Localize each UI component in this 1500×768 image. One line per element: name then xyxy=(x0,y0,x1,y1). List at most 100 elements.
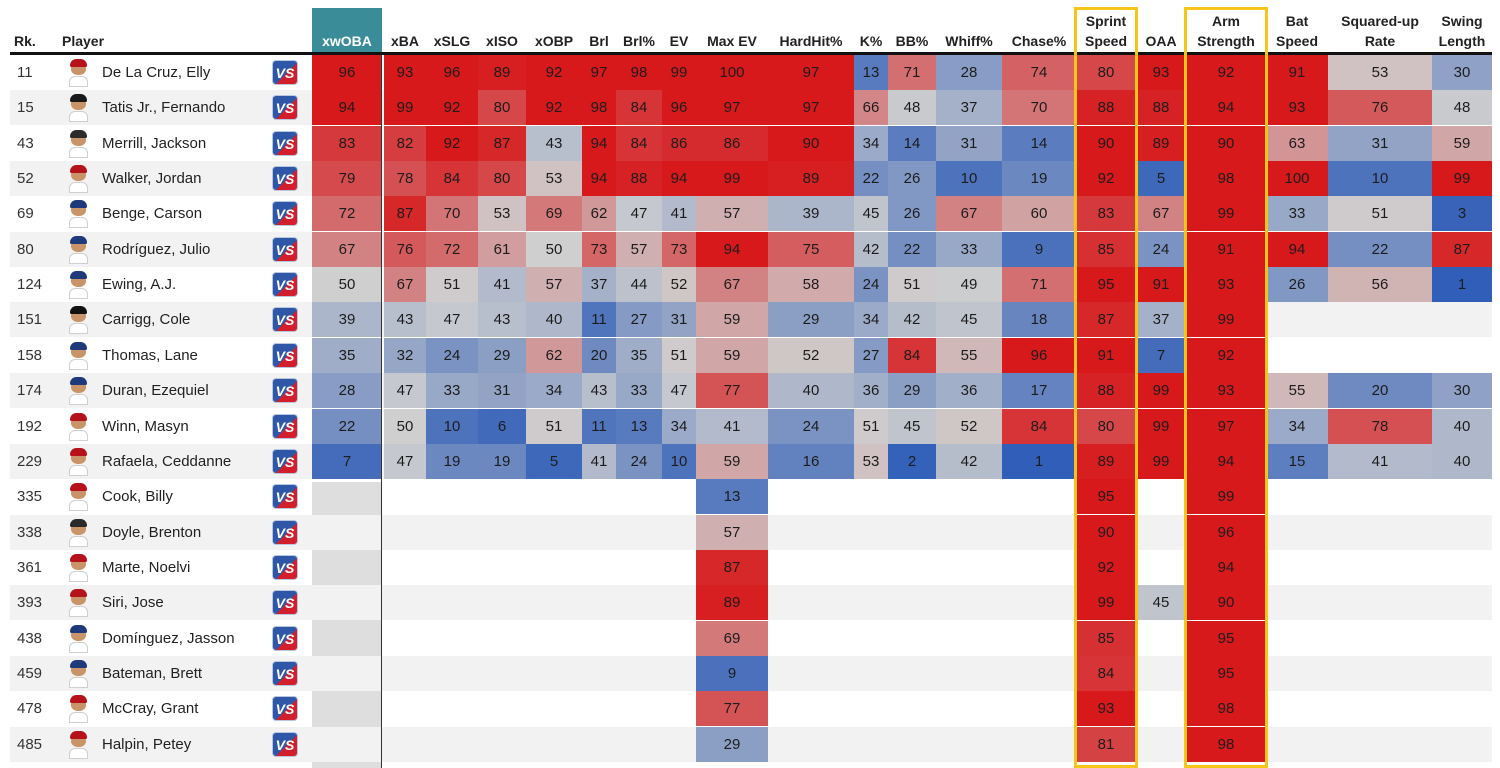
player-name-link[interactable]: Cook, Billy xyxy=(102,488,173,506)
table-row[interactable]: 229 Rafaela, Ceddanne VS 7 47 19 19 5 41 24 10 59 16… xyxy=(10,443,1492,479)
column-header-arm-strength[interactable]: Arm Strength xyxy=(1197,13,1255,49)
column-header-bb[interactable]: BB% xyxy=(895,33,929,49)
vs-compare-icon[interactable]: VS xyxy=(272,696,298,722)
column-header-xslg[interactable]: xSLG xyxy=(433,33,471,49)
column-header-hardhit[interactable]: HardHit% xyxy=(779,33,843,49)
player-name-link[interactable]: Benge, Carson xyxy=(102,205,203,223)
table-row[interactable]: 158 Thomas, Lane VS 35 32 24 29 62 20 35 51 59 52 27 8… xyxy=(10,337,1492,373)
table-row[interactable]: 438 Domínguez, Jasson VS 69 85 95 xyxy=(10,620,1492,656)
percentile-cell: 22 xyxy=(888,231,936,267)
vs-compare-icon[interactable]: VS xyxy=(272,95,298,121)
table-row[interactable]: 11 De La Cruz, Elly VS 96 93 96 89 92 97 98 99 100 9… xyxy=(10,55,1492,90)
percentile-cell: 84 xyxy=(888,337,936,373)
column-header-chase[interactable]: Chase% xyxy=(1011,33,1067,49)
vs-compare-icon[interactable]: VS xyxy=(272,236,298,262)
vs-compare-icon[interactable]: VS xyxy=(272,554,298,580)
table-row[interactable]: 174 Duran, Ezequiel VS 28 47 33 31 34 43 33 47 77 40… xyxy=(10,373,1492,409)
column-header-k[interactable]: K% xyxy=(859,33,883,49)
column-header-xobp[interactable]: xOBP xyxy=(534,33,574,49)
player-name-link[interactable]: Domínguez, Jasson xyxy=(102,629,235,647)
table-row[interactable]: 485 Halpin, Petey VS 29 81 98 xyxy=(10,726,1492,762)
column-header-whiff[interactable]: Whiff% xyxy=(945,33,993,49)
percentile-cell: 53 xyxy=(478,196,526,232)
player-name-link[interactable]: McCray, Grant xyxy=(102,700,199,718)
vs-compare-icon[interactable]: VS xyxy=(272,625,298,651)
vs-compare-icon[interactable]: VS xyxy=(272,307,298,333)
player-name-link[interactable]: Bateman, Brett xyxy=(102,664,203,682)
column-header-rk[interactable]: Rk. xyxy=(14,33,36,49)
column-header-max-ev[interactable]: Max EV xyxy=(707,33,757,49)
player-name-link[interactable]: Rodríguez, Julio xyxy=(102,240,211,258)
table-row[interactable]: 43 Merrill, Jackson VS 83 82 92 87 43 94 84 86 86 90… xyxy=(10,125,1492,161)
vs-compare-icon[interactable]: VS xyxy=(272,590,298,616)
player-name-link[interactable]: Siri, Jose xyxy=(102,594,164,612)
table-row[interactable]: 338 Doyle, Brenton VS 57 90 96 xyxy=(10,514,1492,550)
table-row[interactable]: 124 Ewing, A.J. VS 50 67 51 41 57 37 44 52 67 58 24 51… xyxy=(10,267,1492,303)
percentile-cell: 45 xyxy=(1136,585,1186,621)
column-header-xwoba[interactable]: xwOBA xyxy=(312,8,382,52)
vs-compare-icon[interactable]: VS xyxy=(272,378,298,404)
percentile-cell: 91 xyxy=(1136,267,1186,303)
player-name-link[interactable]: Halpin, Petey xyxy=(102,735,192,753)
percentile-cell: 27 xyxy=(854,337,888,373)
vs-compare-icon[interactable]: VS xyxy=(272,166,298,192)
percentile-cell: 98 xyxy=(1186,691,1266,727)
column-header-bat-speed[interactable]: Bat Speed xyxy=(1275,13,1318,49)
player-name-link[interactable]: Duran, Ezequiel xyxy=(102,382,209,400)
column-header-player[interactable]: Player xyxy=(62,33,105,49)
percentile-cell: 94 xyxy=(582,161,616,197)
table-row[interactable]: 15 Tatis Jr., Fernando VS 94 99 92 80 92 98 84 96 9… xyxy=(10,90,1492,126)
column-header-oaa[interactable]: OAA xyxy=(1145,33,1177,49)
column-header-swing-length[interactable]: Swing Length xyxy=(1438,13,1486,49)
percentile-cell: 34 xyxy=(854,302,888,338)
vs-compare-icon[interactable]: VS xyxy=(272,60,298,85)
percentile-cell: 88 xyxy=(1136,90,1186,126)
column-header-xiso[interactable]: xISO xyxy=(486,33,518,49)
player-name-link[interactable]: De La Cruz, Elly xyxy=(102,64,211,81)
vs-compare-icon[interactable]: VS xyxy=(272,413,298,439)
percentile-cell: 35 xyxy=(616,337,662,373)
table-row[interactable]: 69 Benge, Carson VS 72 87 70 53 69 62 47 41 57 39 45 2… xyxy=(10,196,1492,232)
vs-compare-icon[interactable]: VS xyxy=(272,731,298,757)
table-row[interactable]: 478 McCray, Grant VS 77 93 98 xyxy=(10,691,1492,727)
vs-compare-icon[interactable]: VS xyxy=(272,484,298,510)
table-row[interactable]: 361 Marte, Noelvi VS 87 92 94 xyxy=(10,549,1492,585)
percentile-cell: 40 xyxy=(526,302,582,338)
player-name-link[interactable]: Winn, Masyn xyxy=(102,417,189,435)
vs-compare-icon[interactable]: VS xyxy=(272,342,298,368)
player-name-link[interactable]: Walker, Jordan xyxy=(102,170,202,188)
table-row[interactable]: 52 Walker, Jordan VS 79 78 84 80 53 94 88 94 99 89 22… xyxy=(10,161,1492,197)
column-header-sprint-speed[interactable]: Sprint Speed xyxy=(1084,13,1127,49)
player-name-link[interactable]: Thomas, Lane xyxy=(102,346,198,364)
table-row[interactable]: 192 Winn, Masyn VS 22 50 10 6 51 11 13 34 41 24 51 45 5… xyxy=(10,408,1492,444)
table-row[interactable]: 80 Rodríguez, Julio VS 67 76 72 61 50 73 57 73 94 75… xyxy=(10,231,1492,267)
vs-compare-icon[interactable]: VS xyxy=(272,519,298,545)
vs-compare-icon[interactable]: VS xyxy=(272,130,298,156)
table-row[interactable]: 393 Siri, Jose VS 89 99 45 90 xyxy=(10,585,1492,621)
column-header-brl[interactable]: Brl xyxy=(589,33,609,49)
player-name-link[interactable]: Doyle, Brenton xyxy=(102,523,202,541)
table-row[interactable]: 335 Cook, Billy VS 13 95 99 xyxy=(10,479,1492,515)
player-name-link[interactable]: Ewing, A.J. xyxy=(102,276,177,294)
vs-compare-icon[interactable]: VS xyxy=(272,448,298,474)
percentile-cell: 99 xyxy=(1432,161,1492,197)
player-name-link[interactable]: Carrigg, Cole xyxy=(102,311,191,329)
percentile-cell: 47 xyxy=(384,443,426,479)
column-header-squared-up-rate[interactable]: Squared-up Rate xyxy=(1341,13,1419,49)
column-header-ev[interactable]: EV xyxy=(669,33,689,49)
column-header-xba[interactable]: xBA xyxy=(390,33,419,49)
percentile-cell: 67 xyxy=(312,231,382,267)
player-name-link[interactable]: Marte, Noelvi xyxy=(102,558,191,576)
column-header-brl[interactable]: Brl% xyxy=(623,33,655,49)
vs-compare-icon[interactable]: VS xyxy=(272,201,298,227)
player-name-link[interactable]: Tatis Jr., Fernando xyxy=(102,99,226,117)
player-name-link[interactable]: Merrill, Jackson xyxy=(102,134,207,152)
vs-compare-icon[interactable]: VS xyxy=(272,660,298,686)
percentile-cell: 93 xyxy=(384,55,426,90)
player-name-link[interactable]: Rafaela, Ceddanne xyxy=(102,452,232,470)
vs-compare-icon[interactable]: VS xyxy=(272,272,298,298)
table-row[interactable]: 459 Bateman, Brett VS 9 84 95 xyxy=(10,655,1492,691)
percentile-cell: 45 xyxy=(854,196,888,232)
percentile-cell: 7 xyxy=(312,443,382,479)
table-row[interactable]: 151 Carrigg, Cole VS 39 43 47 43 40 11 27 31 59 29 34… xyxy=(10,302,1492,338)
